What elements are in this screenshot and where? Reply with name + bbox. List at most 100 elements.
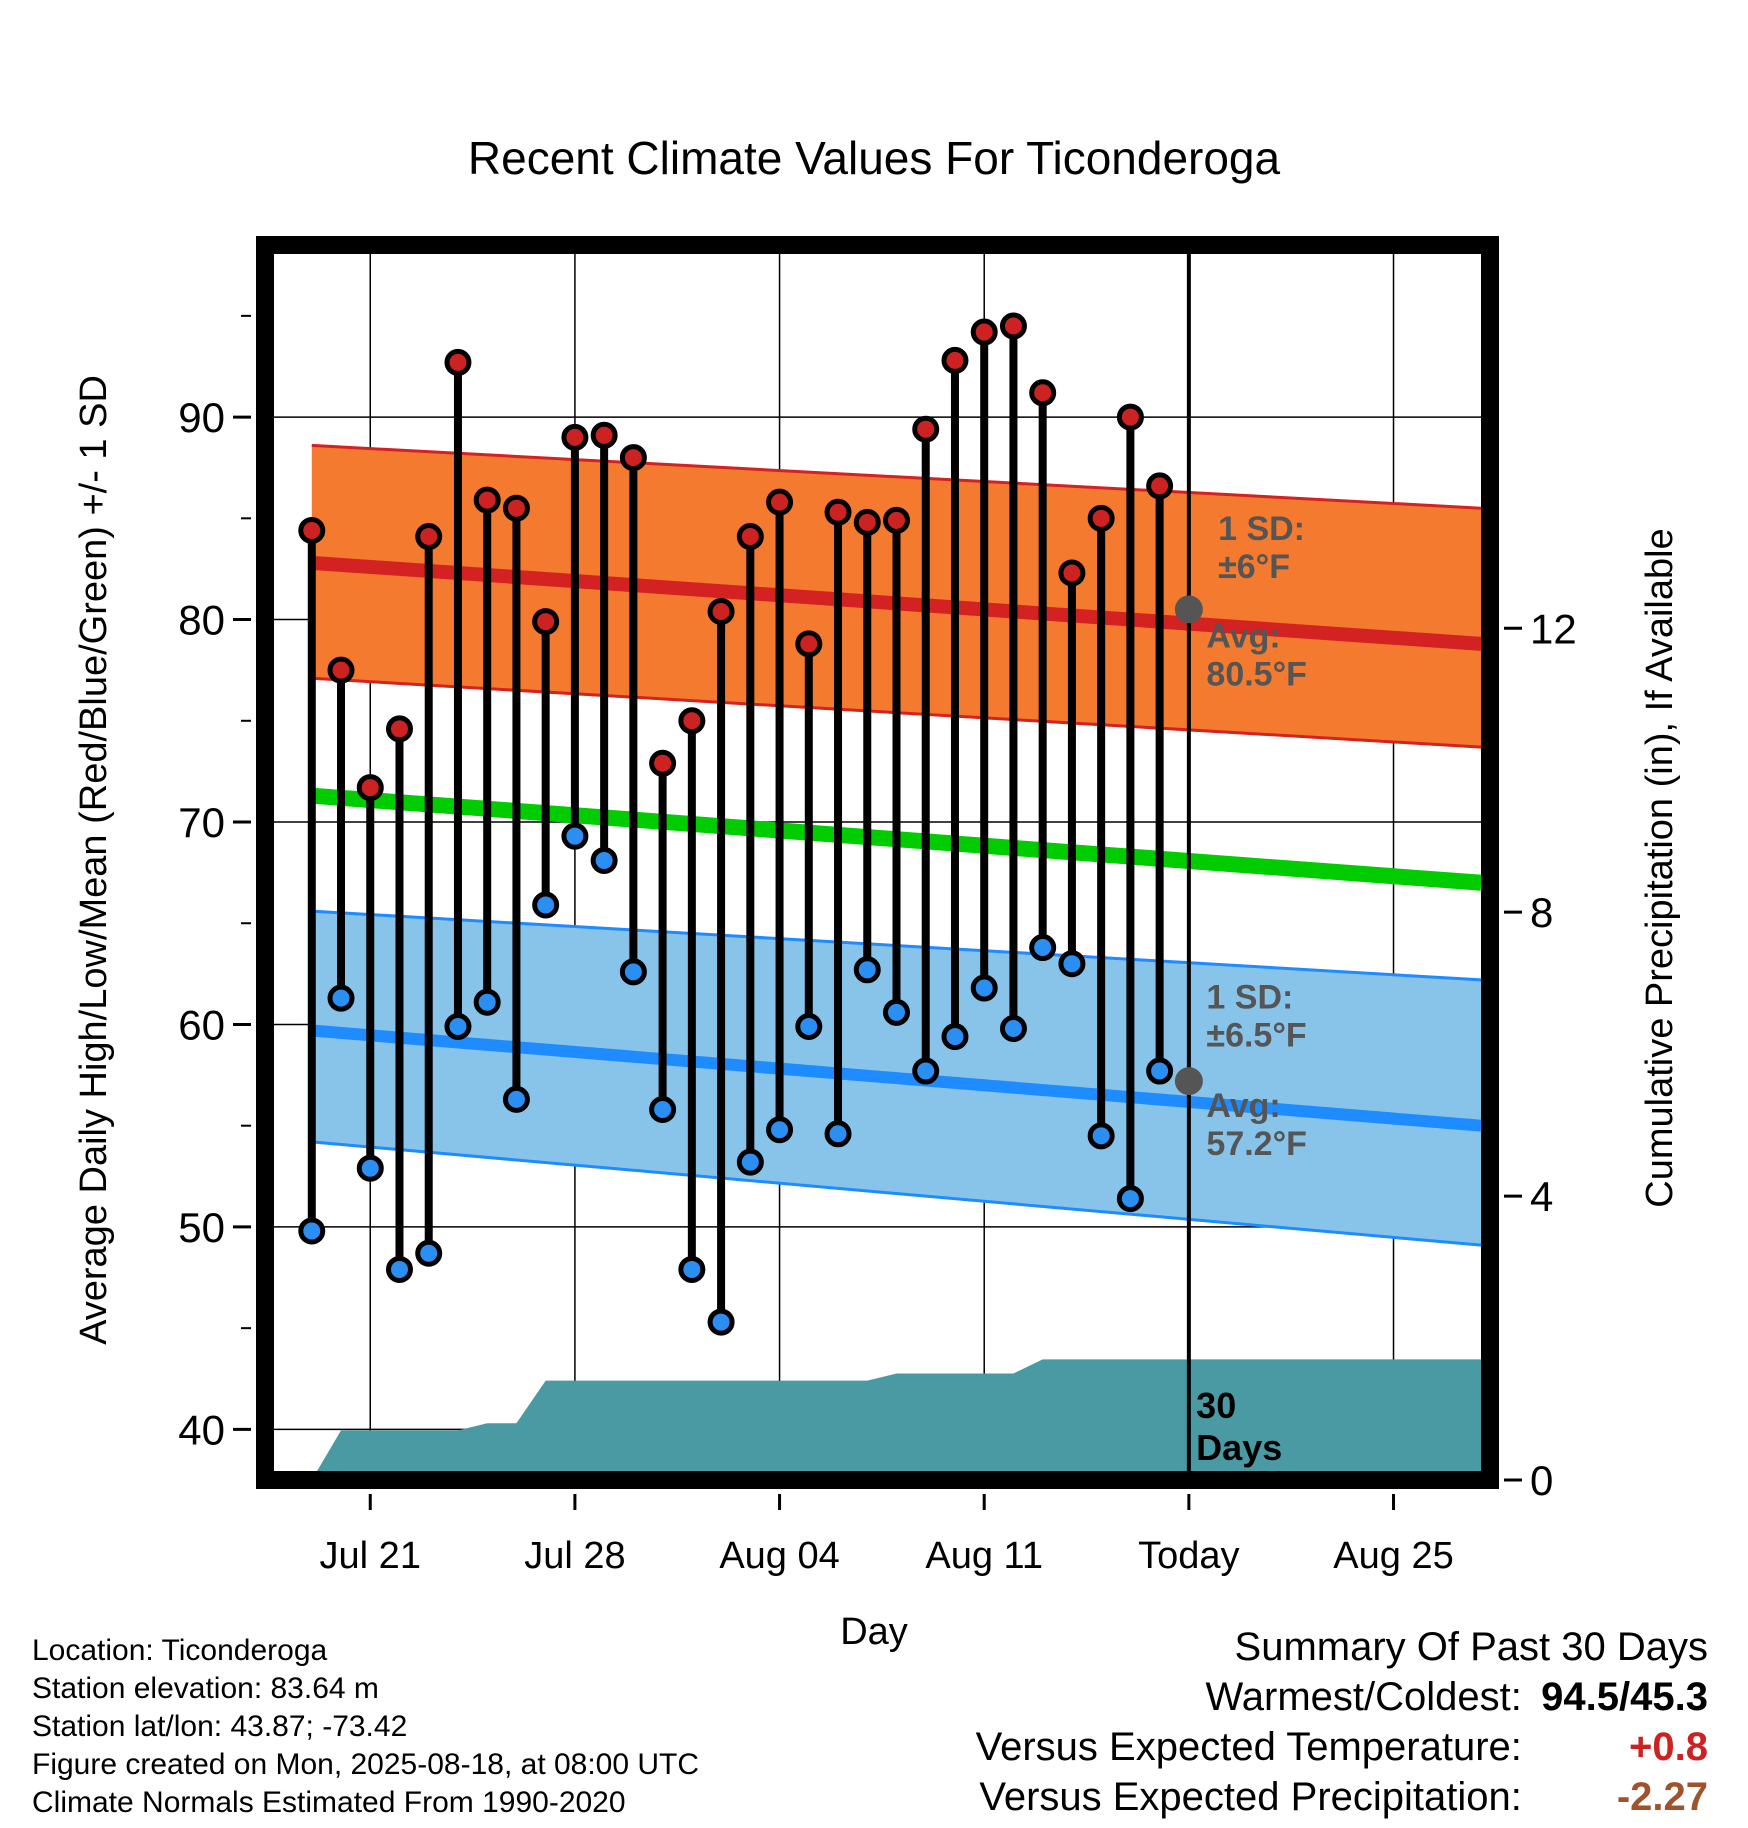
daily-low-point: [736, 1148, 764, 1176]
summary-temp-row: Versus Expected Temperature: +0.8: [976, 1722, 1708, 1772]
x-tick-label: Aug 11: [925, 1535, 1043, 1577]
daily-low-point: [853, 956, 881, 984]
daily-high-point: [590, 421, 618, 449]
today-high-avg-marker: [1174, 595, 1203, 624]
axes: 40 50 60 70 80 90 0 4 8 12 Jul 21 Jul 28 Aug 04 Aug 1…: [178, 236, 1577, 1577]
annotation-high-sd-value: ±6°F: [1218, 548, 1290, 586]
annotation-days-word: Days: [1196, 1427, 1282, 1468]
daily-low-point: [356, 1154, 384, 1182]
summary-temp-value: +0.8: [1629, 1725, 1708, 1769]
daily-high-point: [853, 508, 881, 536]
daily-high-point: [707, 597, 735, 625]
summary-precip-row: Versus Expected Precipitation: -2.27: [976, 1772, 1708, 1822]
y-tick-label: 60: [178, 1001, 225, 1048]
daily-low-point: [766, 1116, 794, 1144]
daily-low-point: [473, 988, 501, 1016]
daily-high-point: [1146, 472, 1174, 500]
y2-tick-label: 8: [1530, 889, 1553, 936]
annotation-low-avg-label: Avg:: [1206, 1087, 1280, 1125]
plot-frame: [256, 236, 1499, 1489]
daily-low-point: [415, 1239, 443, 1267]
info-latlon: Station lat/lon: 43.87; -73.42: [32, 1710, 408, 1743]
annotation-high-sd-label: 1 SD:: [1218, 510, 1305, 548]
summary-precip-value: -2.27: [1616, 1775, 1708, 1819]
annotation-high-avg-value: 80.5°F: [1206, 655, 1307, 693]
info-location: Location: Ticonderoga: [32, 1634, 328, 1667]
x-tick-label: Jul 21: [320, 1535, 421, 1577]
daily-high-point: [883, 506, 911, 534]
daily-high-point: [1087, 504, 1115, 532]
summary-warm-cold-value: 94.5/45.3: [1541, 1675, 1708, 1719]
normal-low-band-lower-edge: [311, 1140, 1482, 1247]
station-info: Location: Ticonderoga Station elevation:…: [32, 1632, 699, 1822]
daily-low-point: [795, 1012, 823, 1040]
y-tick-label: 50: [178, 1204, 225, 1251]
summary-temp-label: Versus Expected Temperature:: [975, 1725, 1522, 1769]
daily-high-point: [912, 415, 940, 443]
daily-low-point: [532, 891, 560, 919]
daily-high-point: [473, 486, 501, 514]
annotation-low-sd-label: 1 SD:: [1206, 978, 1293, 1016]
daily-high-point: [619, 444, 647, 472]
daily-high-point: [795, 630, 823, 658]
x-axis-label: Day: [840, 1611, 908, 1653]
summary-title: Summary Of Past 30 Days: [1234, 1625, 1708, 1669]
daily-high-point: [736, 523, 764, 551]
daily-low-point: [1029, 934, 1057, 962]
y-axis-label: Average Daily High/Low/Mean (Red/Blue/Gr…: [73, 375, 115, 1345]
daily-high-point: [327, 656, 355, 684]
daily-high-point: [444, 348, 472, 376]
daily-high-point: [678, 707, 706, 735]
daily-low-point: [824, 1120, 852, 1148]
precip-area: [311, 1359, 1482, 1480]
daily-low-point: [912, 1057, 940, 1085]
daily-low-point: [298, 1217, 326, 1245]
y2-axis-label: Cumulative Precipitation (in), If Availa…: [1639, 528, 1681, 1207]
y-tick-label: 80: [178, 597, 225, 644]
daily-high-point: [999, 312, 1027, 340]
daily-high-point: [415, 523, 443, 551]
info-normals: Climate Normals Estimated From 1990-2020: [32, 1786, 626, 1819]
summary-warm-cold-row: Warmest/Coldest: 94.5/45.3: [976, 1672, 1709, 1722]
y2-tick-label: 4: [1530, 1173, 1553, 1220]
y-tick-label: 90: [178, 394, 225, 441]
daily-low-point: [649, 1096, 677, 1123]
daily-low-point: [707, 1308, 735, 1336]
summary-precip-label: Versus Expected Precipitation:: [979, 1775, 1522, 1819]
y-tick-label: 70: [178, 799, 225, 846]
normal-low-line: [311, 1024, 1482, 1132]
annotation-high-avg-label: Avg:: [1206, 617, 1280, 655]
daily-high-point: [1058, 559, 1086, 587]
info-elevation: Station elevation: 83.64 m: [32, 1672, 379, 1705]
daily-low-point: [502, 1085, 530, 1113]
daily-high-point: [385, 715, 413, 743]
annotation-low-avg-value: 57.2°F: [1206, 1125, 1307, 1163]
daily-low-point: [1146, 1057, 1174, 1085]
daily-low-point: [385, 1255, 413, 1283]
y2-tick-label: 12: [1530, 605, 1577, 652]
annotation-days-count: 30: [1196, 1385, 1236, 1426]
normal-high-band-upper-edge: [311, 443, 1482, 510]
daily-high-point: [766, 488, 794, 516]
daily-high-point: [970, 318, 998, 346]
daily-high-point: [941, 346, 969, 374]
summary-warm-cold-label: Warmest/Coldest:: [1205, 1675, 1522, 1719]
daily-high-point: [1029, 379, 1057, 407]
x-tick-label: Today: [1138, 1535, 1239, 1577]
daily-low-point: [1116, 1185, 1144, 1213]
daily-low-point: [1087, 1122, 1115, 1150]
daily-high-point: [649, 749, 677, 777]
annotation-low-sd-value: ±6.5°F: [1206, 1016, 1306, 1054]
x-tick-label: Aug 25: [1333, 1535, 1453, 1577]
daily-low-point: [941, 1023, 969, 1051]
daily-low-point: [444, 1012, 472, 1040]
daily-low-point: [883, 998, 911, 1026]
daily-high-point: [824, 498, 852, 526]
daily-high-point: [298, 516, 326, 544]
daily-high-point: [356, 774, 384, 802]
x-tick-label: Jul 28: [524, 1535, 625, 1577]
y2-tick-label: 0: [1530, 1457, 1553, 1504]
chart-title: Recent Climate Values For Ticonderoga: [468, 132, 1281, 184]
